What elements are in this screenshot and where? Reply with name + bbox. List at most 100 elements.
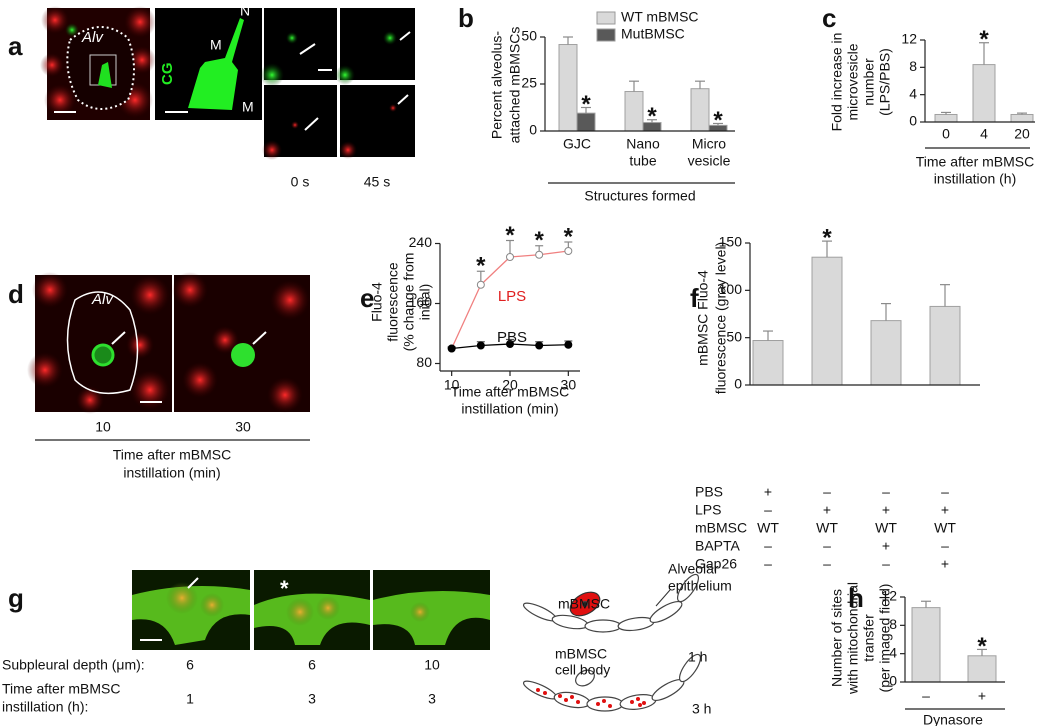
y-axis-label: microvesicle: [845, 43, 861, 120]
point: [564, 247, 573, 255]
image-label: M: [210, 37, 222, 53]
y-tick-label: 12: [881, 588, 897, 604]
y-axis-label: attached mBMSCs: [507, 27, 523, 144]
panel-label: c: [822, 3, 836, 33]
time-label: 10: [95, 419, 111, 435]
schematic-label: mBMSC: [558, 596, 610, 612]
table-cell: –: [882, 556, 890, 572]
point: [447, 344, 456, 353]
bar: [870, 320, 902, 386]
series-label: LPS: [498, 288, 526, 305]
y-tick-label: 8: [889, 616, 897, 632]
table-row-label: mBMSC: [695, 520, 747, 536]
table-cell: WT: [757, 520, 779, 536]
panel-label: a: [8, 31, 23, 61]
panel-label: h: [848, 583, 864, 613]
y-axis-label: fluorescence (gray level): [713, 242, 729, 395]
y-tick-label: 4: [889, 644, 897, 660]
point: [506, 340, 514, 348]
time: 1: [186, 691, 194, 707]
pointer: [655, 589, 671, 607]
marker-star: *: [280, 576, 289, 601]
time-label: 30: [235, 419, 251, 435]
y-axis-label: mBMSC Fluo-4: [695, 270, 711, 366]
x-tick-label: –: [922, 688, 930, 704]
point: [535, 341, 544, 350]
y-axis-label: number: [861, 58, 877, 106]
bar: [752, 340, 784, 386]
bar: [911, 607, 941, 683]
image-label: CG: [159, 63, 176, 86]
table-cell: –: [941, 484, 949, 500]
table-cell: –: [941, 538, 949, 554]
point: [564, 340, 573, 349]
point: [476, 280, 485, 289]
image-label: Alv: [91, 291, 114, 308]
x-axis-label: Dynasore: [923, 712, 983, 726]
y-axis-label: with mitochondrial: [845, 582, 861, 695]
x-tick-label: Micro: [692, 136, 726, 152]
y-axis-label: (% change from: [401, 253, 417, 352]
micrograph: 0 s 45 s: [260, 8, 415, 190]
x-tick-label: 30: [561, 377, 577, 393]
time-label: 0 s: [291, 174, 310, 190]
table-cell: –: [823, 556, 831, 572]
schematic-label: epithelium: [668, 578, 732, 594]
x-tick-label: 4: [980, 126, 988, 142]
x-tick-label: 0: [942, 126, 950, 142]
legend-label: MutBMSC: [621, 26, 685, 42]
y-tick-label: 0: [734, 376, 742, 392]
table-row-label: PBS: [695, 484, 723, 500]
panel-label: g: [8, 583, 24, 613]
y-tick-label: 0: [529, 122, 537, 138]
table-cell: +: [941, 556, 949, 572]
depth: 6: [308, 657, 316, 673]
significance: *: [581, 91, 591, 118]
mitochondria: [536, 688, 646, 708]
x-axis-label: Time after mBMSC: [451, 384, 570, 400]
significance: *: [476, 253, 486, 280]
significance: *: [977, 633, 987, 660]
panel-label: d: [8, 279, 24, 309]
schematic-label: cell body: [555, 662, 610, 678]
table-cell: –: [764, 538, 772, 554]
table-cell: –: [764, 556, 772, 572]
y-tick-label: 160: [409, 294, 433, 310]
y-axis-label: Number of sites: [829, 589, 845, 687]
x-tick-label: tube: [629, 153, 656, 169]
x-tick-label: +: [978, 688, 986, 704]
panel-label: b: [458, 3, 474, 33]
micrograph: N M M CG: [155, 3, 262, 120]
y-tick-label: 25: [521, 75, 537, 91]
table-cell: +: [764, 484, 772, 500]
significance: *: [713, 107, 723, 134]
y-tick-label: 0: [889, 673, 897, 689]
time: 3: [308, 691, 316, 707]
series-label: PBS: [497, 329, 527, 346]
y-tick-label: 50: [521, 28, 537, 44]
caption: instillation (min): [123, 465, 220, 481]
table-row-label: BAPTA: [695, 538, 741, 554]
schematic: [522, 573, 702, 712]
panel-label: e: [360, 283, 374, 313]
point: [476, 341, 485, 350]
micrograph: Alv 10 30 Time after mBMSC instillation …: [27, 272, 310, 481]
panel-label: f: [690, 283, 699, 313]
micrograph: *: [132, 570, 490, 650]
bar: [934, 113, 958, 123]
significance: *: [822, 224, 832, 251]
micrograph: Alv: [40, 6, 156, 120]
bar: [624, 91, 644, 132]
x-tick-label: vesicle: [688, 153, 731, 169]
y-axis-label: Fluo-4: [369, 282, 385, 322]
y-axis-label: initial): [417, 284, 433, 321]
point: [535, 250, 544, 259]
schematic-label: 3 h: [692, 701, 711, 717]
y-axis-label: (per imaged field): [877, 584, 893, 693]
table-cell: +: [882, 538, 890, 554]
x-axis-label: instillation (h): [934, 171, 1016, 187]
row-label: Time after mBMSC: [2, 681, 121, 697]
point: [506, 253, 514, 261]
depth: 10: [424, 657, 440, 673]
